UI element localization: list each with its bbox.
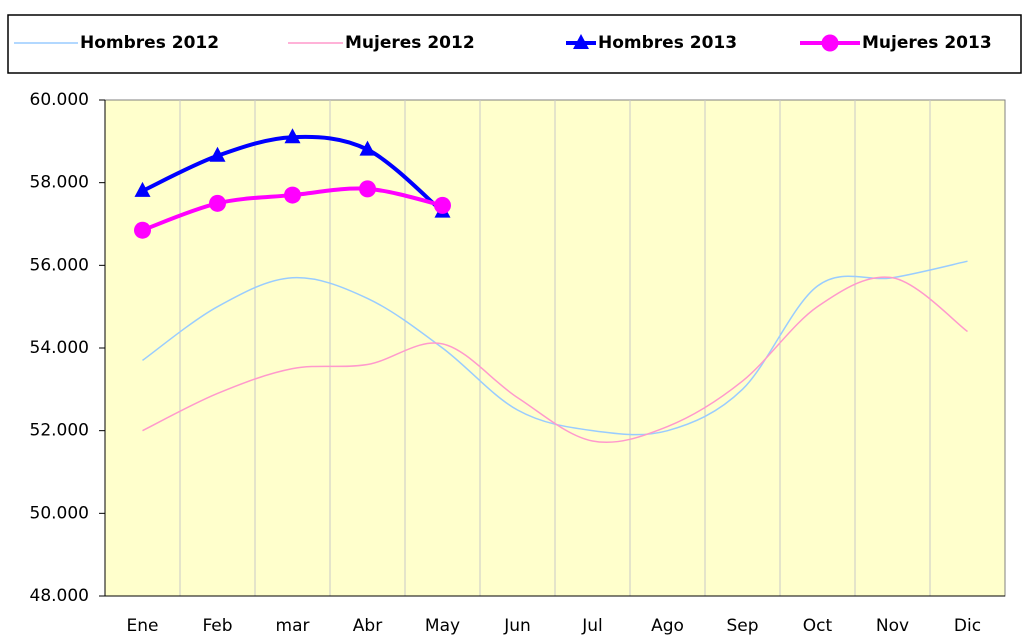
data-point [359,180,376,198]
x-tick-label: Ene [127,616,159,636]
legend-marker [821,34,839,52]
y-tick-label: 50.000 [30,503,89,523]
x-tick-label: mar [276,616,310,636]
legend-label: Mujeres 2013 [862,33,992,53]
x-tick-label: Dic [954,616,981,636]
y-tick-label: 54.000 [30,338,89,358]
data-point [284,128,301,144]
legend-label: Hombres 2013 [598,33,737,53]
legend-marker [573,34,589,49]
legend-label: Mujeres 2012 [345,33,475,53]
data-point [134,181,151,197]
data-point [134,221,151,239]
legend-label: Hombres 2012 [80,33,219,53]
x-tick-label: Oct [803,616,833,636]
data-point [434,196,451,214]
y-tick-label: 60.000 [30,90,89,110]
data-point [359,140,376,156]
series-line [142,276,968,444]
x-tick-label: Abr [353,616,382,636]
x-tick-label: Nov [876,616,909,636]
y-tick-label: 52.000 [30,421,89,441]
series-line [142,260,968,436]
x-tick-label: Sep [726,616,758,636]
x-tick-label: Feb [202,616,232,636]
y-tick-label: 58.000 [30,173,89,193]
y-tick-label: 56.000 [30,255,89,275]
x-tick-label: Jul [581,616,603,636]
y-tick-label: 48.000 [30,586,89,606]
x-tick-label: Ago [651,616,684,636]
x-tick-label: May [425,616,460,636]
x-tick-label: Jun [503,616,531,636]
data-point [209,146,226,162]
data-point [284,186,301,204]
data-point [209,194,226,212]
